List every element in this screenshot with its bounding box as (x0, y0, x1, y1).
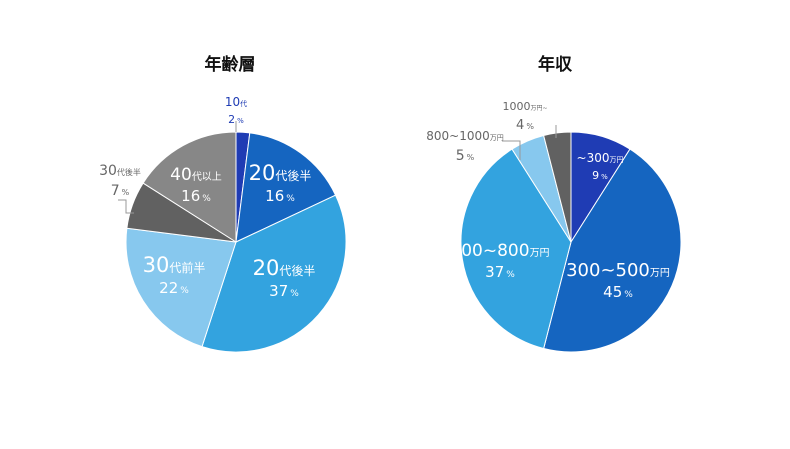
slice-label-1-0: ~300万円 (577, 151, 624, 165)
slice-value-1-0: 9% (592, 169, 608, 182)
slice-label-0-0: 10代 (225, 95, 247, 109)
slice-value-0-3: 22% (159, 279, 189, 297)
slice-label-1-1: 300~500万円 (566, 260, 670, 281)
slice-label-1-4: 1000万円~ (502, 100, 547, 113)
slice-label-1-2: 500~800万円 (450, 241, 549, 261)
age-chart-title: 年齢層 (204, 55, 256, 75)
slice-label-0-3: 30代前半 (143, 253, 206, 277)
pie-slice-1-4 (543, 131, 572, 243)
slice-value-1-2: 37% (485, 263, 515, 281)
slice-value-1-3: 5% (456, 148, 475, 164)
slice-value-0-4: 7% (111, 183, 130, 199)
pie-slice-0-1 (235, 132, 337, 243)
slice-value-0-0: 2% (228, 113, 244, 126)
slice-label-1-3: 800~1000万円 (426, 129, 504, 143)
slice-value-1-1: 45% (603, 283, 633, 301)
slice-value-0-1: 16% (265, 187, 295, 205)
slice-value-0-2: 37% (269, 282, 299, 300)
income-chart-title: 年収 (538, 55, 572, 75)
slice-label-0-2: 20代後半 (253, 256, 316, 280)
slice-value-0-5: 16% (181, 187, 211, 205)
slice-label-0-4: 30代後半 (99, 163, 141, 179)
slice-value-1-4: 4% (516, 118, 534, 133)
pie-slice-0-2 (201, 194, 347, 353)
pie-slice-0-3 (125, 227, 237, 348)
slice-label-0-1: 20代後半 (249, 161, 312, 185)
slice-label-0-5: 40代以上 (170, 165, 222, 185)
pie-slice-1-1 (543, 148, 682, 353)
pie-slice-0-5 (142, 131, 237, 243)
leader-line-1-3 (502, 140, 521, 160)
leader-line-0-4 (118, 199, 134, 214)
